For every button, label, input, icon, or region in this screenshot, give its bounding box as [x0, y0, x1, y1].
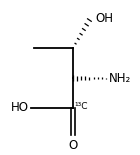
Text: NH₂: NH₂: [109, 72, 131, 85]
Text: HO: HO: [10, 102, 28, 114]
Text: OH: OH: [95, 12, 113, 25]
Text: O: O: [68, 139, 77, 152]
Text: ¹³C: ¹³C: [74, 102, 88, 111]
